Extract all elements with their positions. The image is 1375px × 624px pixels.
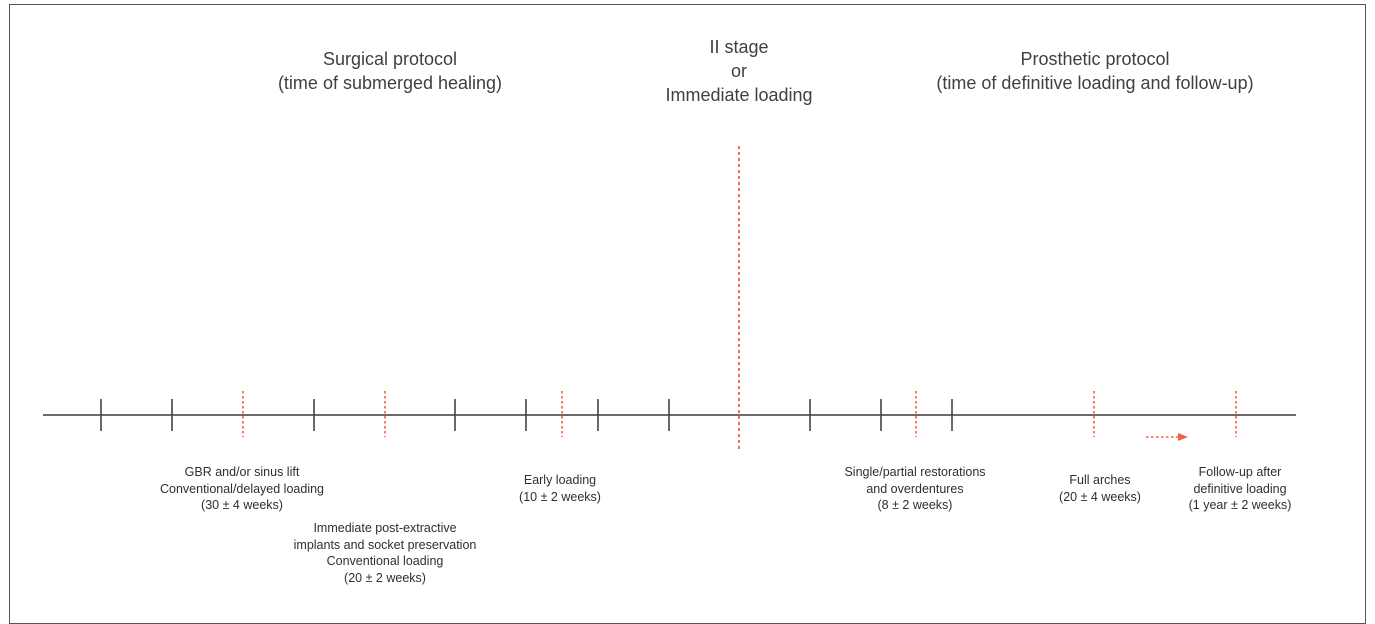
label-gbr-sinus-lift: GBR and/or sinus lift Conventional/delay… — [127, 464, 357, 514]
label-line: (20 ± 2 weeks) — [344, 570, 426, 585]
label-follow-up: Follow-up after definitive loading (1 ye… — [1165, 464, 1315, 514]
label-line: Conventional loading — [326, 554, 444, 568]
label-line: implants and socket preservation — [293, 537, 477, 552]
label-line: (8 ± 2 weeks) — [877, 498, 953, 512]
label-line: Early loading — [523, 473, 597, 487]
surgical-protocol-title: Surgical protocol — [322, 49, 458, 69]
label-line: Immediate post-extractive — [313, 521, 457, 535]
stage-or: or — [730, 61, 747, 81]
surgical-protocol-header: Surgical protocol (time of submerged hea… — [260, 47, 520, 95]
timeline-markers — [242, 146, 1237, 452]
stage-header: II stage or Immediate loading — [639, 35, 839, 107]
label-line: Conventional/delayed loading — [159, 481, 324, 496]
label-line: (1 year ± 2 weeks) — [1188, 498, 1292, 512]
prosthetic-protocol-title: Prosthetic protocol — [1020, 49, 1170, 69]
label-full-arches: Full arches (20 ± 4 weeks) — [1040, 472, 1160, 505]
prosthetic-protocol-subtitle: (time of definitive loading and follow-u… — [936, 73, 1254, 93]
label-post-extractive: Immediate post-extractive implants and s… — [260, 520, 510, 586]
label-line: Follow-up after — [1198, 465, 1282, 479]
follow-up-arrow-head-icon — [1178, 433, 1188, 441]
label-line: (20 ± 4 weeks) — [1059, 489, 1141, 504]
surgical-protocol-subtitle: (time of submerged healing) — [277, 73, 503, 93]
label-line: (30 ± 4 weeks) — [201, 498, 283, 512]
label-line: and overdentures — [866, 481, 964, 496]
label-line: Full arches — [1069, 473, 1131, 487]
stage-immediate-loading: Immediate loading — [665, 85, 813, 105]
stage-title: II stage — [709, 37, 769, 57]
label-line: (10 ± 2 weeks) — [519, 489, 601, 504]
timeline-ticks — [100, 399, 953, 431]
prosthetic-protocol-header: Prosthetic protocol (time of definitive … — [905, 47, 1285, 95]
timeline-diagram — [43, 146, 1296, 452]
label-line: Single/partial restorations — [844, 465, 986, 479]
label-single-partial: Single/partial restorations and overdent… — [815, 464, 1015, 514]
label-early-loading: Early loading (10 ± 2 weeks) — [490, 472, 630, 505]
label-line: GBR and/or sinus lift — [184, 465, 300, 479]
label-line: definitive loading — [1193, 481, 1287, 496]
